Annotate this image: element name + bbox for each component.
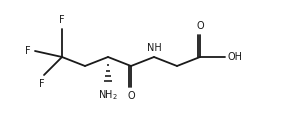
Text: NH: NH (147, 43, 161, 53)
Text: O: O (196, 21, 204, 31)
Text: O: O (127, 91, 135, 101)
Text: F: F (39, 79, 45, 89)
Text: F: F (25, 46, 31, 56)
Text: NH$_2$: NH$_2$ (98, 88, 118, 102)
Text: OH: OH (227, 52, 242, 62)
Text: F: F (59, 15, 65, 25)
